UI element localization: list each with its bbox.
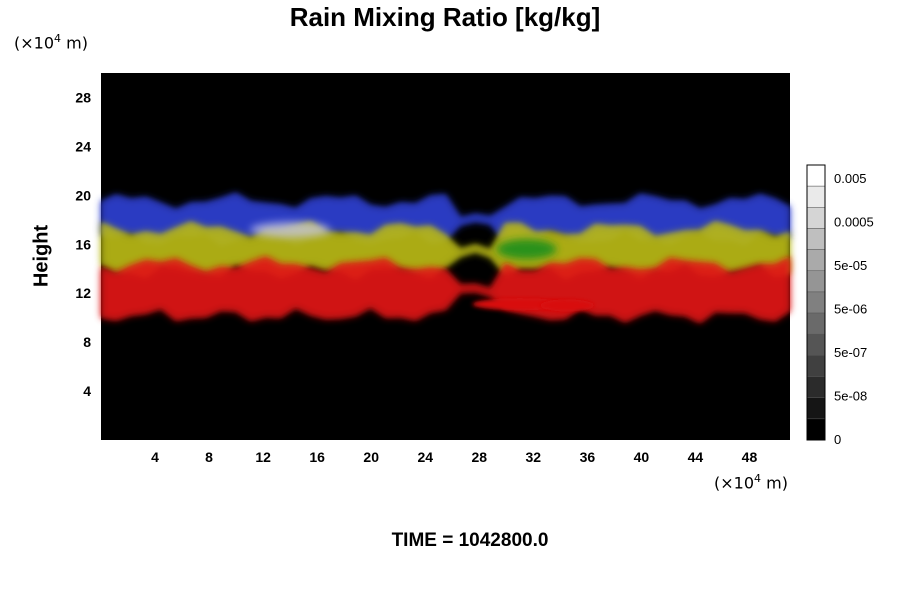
y-axis-ticks: 4 8 12 16 20 24 28 [75, 89, 91, 399]
colorbar-level [806, 333, 826, 356]
x-tick-label: 36 [580, 449, 596, 465]
x-tick-label: 28 [471, 449, 487, 465]
colorbar-tick-label: 0.0005 [834, 215, 874, 230]
colorbar-tick-label: 5e-07 [834, 345, 867, 360]
colorbar-frame [806, 164, 826, 441]
colorbar-level [806, 376, 826, 398]
data-bands [101, 193, 790, 323]
y-tick-label: 28 [75, 89, 91, 105]
x-tick-label: 32 [526, 449, 542, 465]
x-axis-ticks: 4 8 12 16 20 24 28 32 36 40 44 48 [151, 449, 757, 465]
y-unit-label: (×104 m) [14, 32, 88, 53]
colorbar-level [806, 355, 826, 377]
colorbar-level [806, 249, 826, 272]
colorbar-tick-label: 0 [834, 432, 841, 447]
x-tick-label: 12 [255, 449, 271, 465]
x-unit-label: (×104 m) [714, 472, 788, 493]
x-tick-label: 8 [205, 449, 213, 465]
chart-title: Rain Mixing Ratio [kg/kg] [289, 2, 601, 32]
colorbar-level [806, 185, 826, 208]
green-patch [496, 239, 557, 260]
x-tick-label: 24 [417, 449, 433, 465]
colorbar-tick-label: 5e-08 [834, 389, 867, 404]
time-label: TIME = [391, 530, 459, 551]
colorbar: 0.005 0.0005 5e-05 5e-06 5e-07 5e-08 0 [806, 164, 874, 447]
y-tick-label: 20 [75, 187, 91, 203]
x-tick-label: 20 [363, 449, 379, 465]
band-red [101, 257, 790, 323]
colorbar-level [806, 397, 826, 420]
colorbar-level [806, 312, 826, 335]
pale-highlight [250, 221, 331, 238]
colorbar-level [806, 228, 826, 250]
y-tick-label: 4 [83, 383, 91, 399]
colorbar-level [806, 270, 826, 293]
x-tick-label: 44 [688, 449, 704, 465]
x-tick-label: 4 [151, 449, 159, 465]
colorbar-tick-label: 5e-06 [834, 302, 867, 317]
colorbar-tick-label: 0.005 [834, 171, 867, 186]
y-tick-label: 12 [75, 285, 91, 301]
colorbar-level [806, 207, 826, 229]
x-tick-label: 16 [309, 449, 325, 465]
colorbar-level [806, 164, 826, 187]
time-value: 1042800.0 [458, 530, 549, 551]
y-tick-label: 8 [83, 334, 91, 350]
y-tick-label: 16 [75, 236, 91, 252]
colorbar-level [806, 291, 826, 314]
x-tick-label: 48 [742, 449, 758, 465]
time-readout: TIME = 1042800.0 [0, 530, 900, 552]
colorbar-tick-label: 5e-05 [834, 258, 867, 273]
y-tick-label: 24 [75, 138, 91, 154]
red-cell [540, 299, 595, 312]
band-red-core [101, 257, 790, 323]
x-tick-label: 40 [634, 449, 650, 465]
colorbar-level [806, 418, 826, 441]
